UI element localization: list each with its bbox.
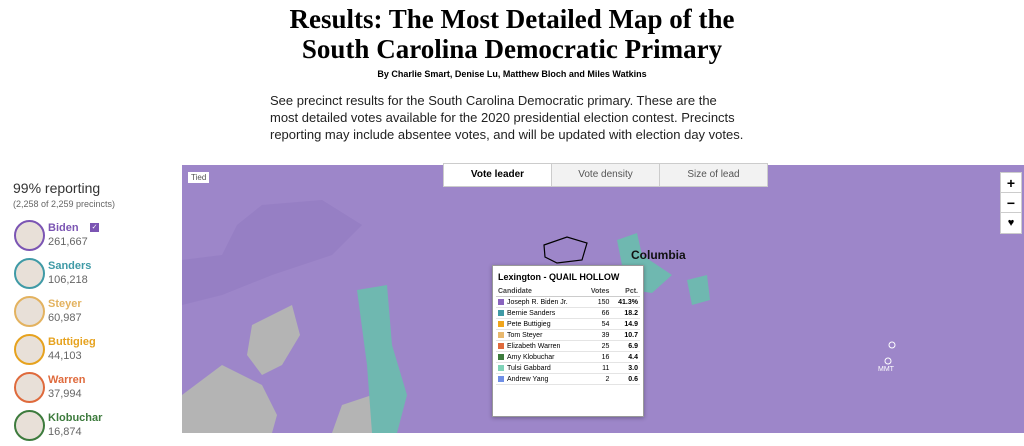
avatar <box>14 258 45 289</box>
candidate: Bernie Sanders <box>507 309 556 317</box>
pct: 6.9 <box>628 342 638 350</box>
swatch <box>498 353 504 360</box>
candidate: Pete Buttigieg <box>507 320 551 328</box>
winner-check: ✓ <box>90 223 99 232</box>
candidate-name: Sanders <box>48 260 92 272</box>
candidate-votes: 37,994 <box>48 388 82 400</box>
tooltip: Lexington - QUAIL HOLLOW Candidate Votes P… <box>492 265 644 417</box>
tooltip-row: Amy Klobuchar 16 4.4 <box>496 352 640 363</box>
votes: 25 <box>601 342 610 350</box>
candidate-cell: Tom Steyer <box>496 330 584 341</box>
tooltip-row: Pete Buttigieg 54 14.9 <box>496 319 640 330</box>
candidate: Elizabeth Warren <box>507 342 561 350</box>
candidate: Joseph R. Biden Jr. <box>507 298 568 306</box>
legend: Tied <box>188 172 210 183</box>
header-cell: Pct. <box>625 287 638 295</box>
candidate-cell: Amy Klobuchar <box>496 352 584 363</box>
votes: 54 <box>601 320 610 328</box>
swatch <box>498 375 504 382</box>
candidate-name: Biden <box>48 222 79 234</box>
candidate-cell: Andrew Yang <box>496 374 584 385</box>
zoom-in[interactable]: + <box>1000 172 1022 194</box>
candidate-name: Klobuchar <box>48 412 103 424</box>
tooltip-row: Joseph R. Biden Jr. 150 41.3% <box>496 297 640 308</box>
tooltip-row: Elizabeth Warren 25 6.9 <box>496 341 640 352</box>
votes: 150 <box>597 298 610 306</box>
votes: 66 <box>601 309 610 317</box>
candidate-votes: 16,874 <box>48 426 82 438</box>
candidate-cell: Joseph R. Biden Jr. <box>496 297 584 308</box>
candidate-name: Buttigieg <box>48 336 96 348</box>
swatch <box>498 309 504 316</box>
pct: 0.6 <box>628 375 638 383</box>
map-label: MMT <box>878 366 894 373</box>
tooltip-title: Lexington - QUAIL HOLLOW <box>498 272 620 282</box>
tooltip-row: Andrew Yang 2 0.6 <box>496 374 640 385</box>
title: Results: The Most Detailed Map of the <box>289 4 735 34</box>
candidate-cell: Bernie Sanders <box>496 308 584 319</box>
tooltip-header: Candidate Votes Pct. <box>496 286 640 297</box>
candidate: Tom Steyer <box>507 331 543 339</box>
avatar <box>14 334 45 365</box>
candidate-name: Warren <box>48 374 86 386</box>
votes: 39 <box>601 331 610 339</box>
candidate: Steyer 60,987 <box>12 296 182 332</box>
candidate: Amy Klobuchar <box>507 353 555 361</box>
candidate-cell: Pete Buttigieg <box>496 319 584 330</box>
swatch <box>498 320 504 327</box>
swatch <box>498 342 504 349</box>
city-label: Columbia <box>631 248 686 262</box>
tab[interactable]: Size of lead <box>659 163 768 187</box>
candidate: Sanders 106,218 <box>12 258 182 294</box>
page-body: Results: The Most Detailed Map of the So… <box>12 4 1024 441</box>
candidate: Biden ✓ 261,667 <box>12 220 182 256</box>
tooltip-row: Tom Steyer 39 10.7 <box>496 330 640 341</box>
avatar <box>14 296 45 327</box>
avatar <box>14 220 45 251</box>
header-cell: Candidate <box>498 287 532 295</box>
tab[interactable]: Vote density <box>551 163 660 187</box>
swatch <box>498 331 504 338</box>
reporting: 99% reporting <box>13 180 101 196</box>
candidate-votes: 106,218 <box>48 274 88 286</box>
intro: See precinct results for the South Carol… <box>270 93 744 142</box>
swatch <box>498 364 504 371</box>
pct: 4.4 <box>628 353 638 361</box>
byline: By Charlie Smart, Denise Lu, Matthew Blo… <box>377 69 647 79</box>
pct: 18.2 <box>624 309 638 317</box>
tooltip-row: Bernie Sanders 66 18.2 <box>496 308 640 319</box>
locate[interactable]: ♥ <box>1000 212 1022 234</box>
votes: 11 <box>602 364 610 372</box>
title: South Carolina Democratic Primary <box>301 34 723 64</box>
page: {"header":{"title_lines":["Results: The … <box>12 4 1024 441</box>
swatch <box>498 298 504 305</box>
candidate-cell: Elizabeth Warren <box>496 341 584 352</box>
precincts: (2,258 of 2,259 precincts) <box>13 199 116 209</box>
votes: 16 <box>601 353 610 361</box>
candidate-votes: 261,667 <box>48 236 88 248</box>
candidate-votes: 44,103 <box>48 350 82 362</box>
tooltip-row: Tulsi Gabbard 11 3.0 <box>496 363 640 374</box>
candidate: Andrew Yang <box>507 375 549 383</box>
pct: 3.0 <box>628 364 638 372</box>
candidate-votes: 60,987 <box>48 312 82 324</box>
tab[interactable]: Vote leader <box>443 163 552 187</box>
avatar <box>14 372 45 403</box>
header-cell: Votes <box>590 287 610 295</box>
candidate: Warren 37,994 <box>12 372 182 408</box>
candidate: Tulsi Gabbard <box>507 364 551 372</box>
candidate-cell: Tulsi Gabbard <box>496 363 584 374</box>
pct: 10.7 <box>624 331 638 339</box>
zoom-out[interactable]: − <box>1000 192 1022 214</box>
tooltip-table: Candidate Votes Pct. Joseph R. Biden Jr. 150… <box>496 286 640 385</box>
candidate: Klobuchar 16,874 <box>12 410 182 446</box>
pct: 41.3% <box>618 298 638 306</box>
candidate: Buttigieg 44,103 <box>12 334 182 370</box>
pct: 14.9 <box>624 320 638 328</box>
avatar <box>14 410 45 441</box>
candidate-name: Steyer <box>48 298 82 310</box>
votes: 2 <box>605 375 610 383</box>
